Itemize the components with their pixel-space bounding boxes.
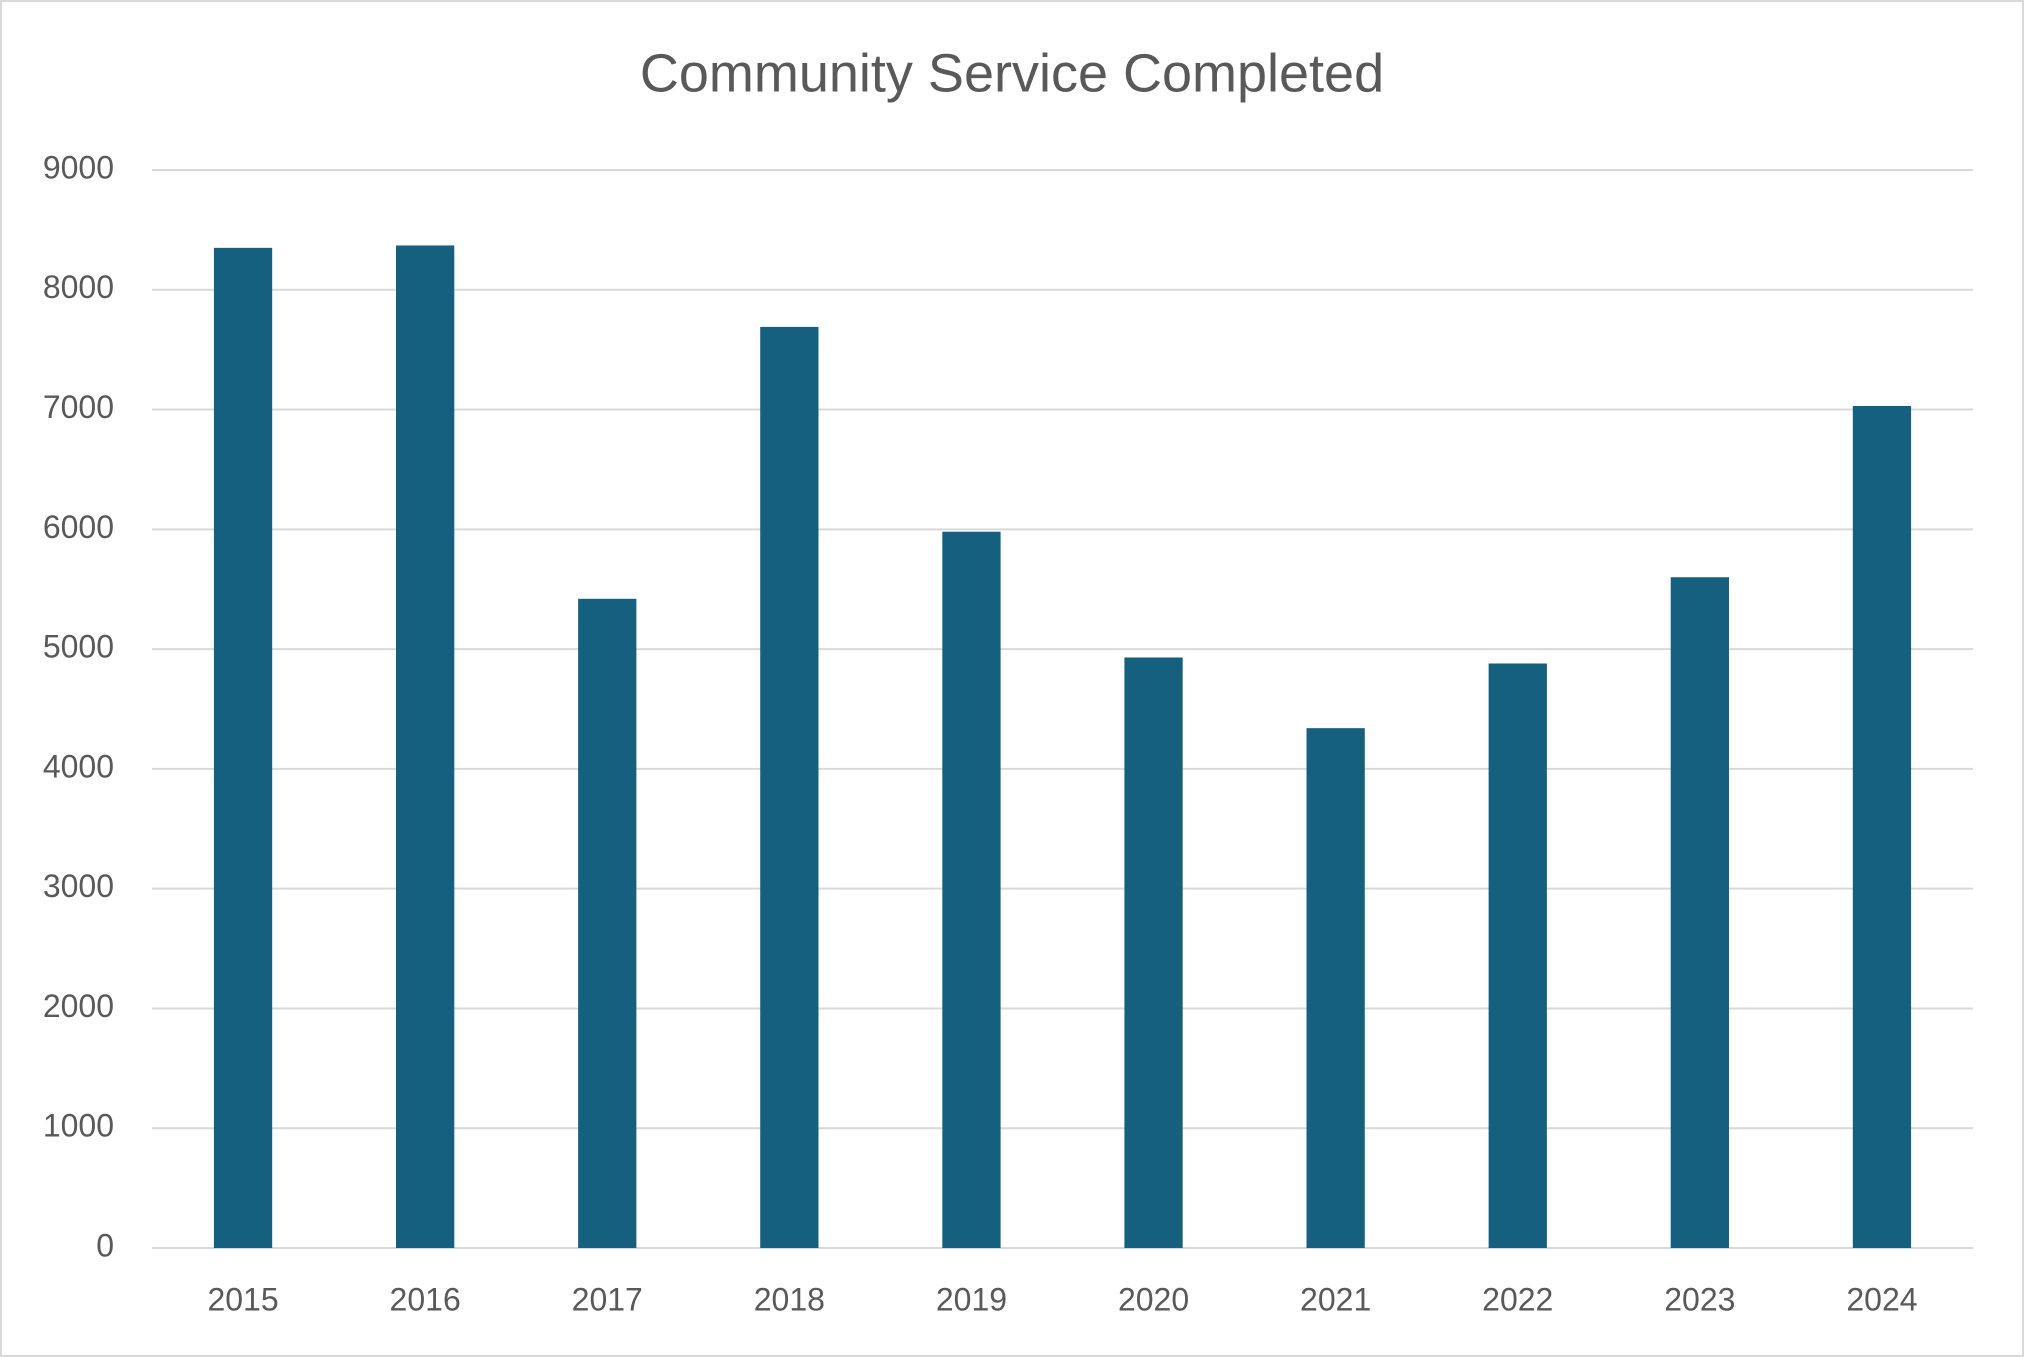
x-tick-label: 2015 <box>207 1281 278 1317</box>
x-tick-label: 2024 <box>1846 1281 1917 1317</box>
x-tick-label: 2023 <box>1664 1281 1735 1317</box>
bar <box>213 247 273 1248</box>
x-tick-label: 2022 <box>1482 1281 1553 1317</box>
bar <box>578 598 637 1248</box>
x-tick-label: 2021 <box>1300 1281 1371 1317</box>
x-tick-label: 2018 <box>754 1281 825 1317</box>
y-tick-label: 1000 <box>43 1108 114 1144</box>
y-tick-label: 3000 <box>43 868 114 904</box>
x-tick-label: 2017 <box>572 1281 643 1317</box>
y-tick-label: 0 <box>96 1227 114 1263</box>
x-tick-label: 2020 <box>1118 1281 1189 1317</box>
y-tick-label: 6000 <box>43 509 114 545</box>
y-tick-label: 8000 <box>43 269 114 305</box>
bar <box>1852 405 1912 1248</box>
x-tick-label: 2016 <box>390 1281 461 1317</box>
bar <box>1488 663 1547 1248</box>
y-tick-label: 7000 <box>43 389 114 425</box>
y-tick-label: 5000 <box>43 629 114 665</box>
chart-title: Community Service Completed <box>640 43 1384 103</box>
y-tick-label: 4000 <box>43 748 114 784</box>
bar <box>396 245 455 1248</box>
bar <box>1306 728 1365 1248</box>
x-tick-label: 2019 <box>936 1281 1007 1317</box>
y-tick-label: 9000 <box>43 149 114 185</box>
bar <box>1670 577 1729 1248</box>
bar <box>1124 657 1183 1248</box>
bar <box>760 326 819 1248</box>
y-tick-label: 2000 <box>43 988 114 1024</box>
bar <box>942 531 1001 1248</box>
